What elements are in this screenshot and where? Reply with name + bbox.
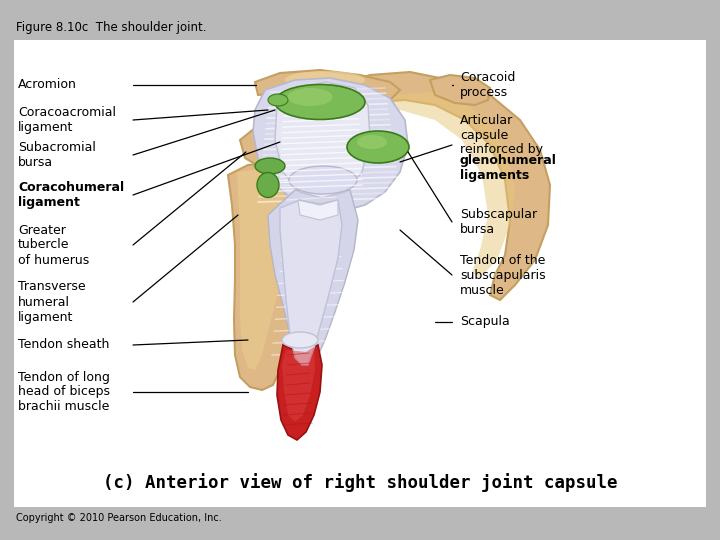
Polygon shape: [350, 92, 515, 278]
Text: Copyright © 2010 Pearson Education, Inc.: Copyright © 2010 Pearson Education, Inc.: [16, 514, 222, 523]
Polygon shape: [298, 200, 338, 220]
Polygon shape: [277, 345, 322, 440]
Text: Articular
capsule
reinforced by: Articular capsule reinforced by: [460, 113, 543, 157]
Text: glenohumeral
ligaments: glenohumeral ligaments: [460, 154, 557, 182]
Ellipse shape: [357, 135, 387, 149]
Text: Figure 8.10c  The shoulder joint.: Figure 8.10c The shoulder joint.: [16, 21, 207, 33]
Text: Coracoacromial
ligament: Coracoacromial ligament: [18, 106, 116, 134]
Polygon shape: [228, 163, 308, 390]
Ellipse shape: [255, 158, 285, 174]
Polygon shape: [275, 82, 370, 198]
Text: Coracoid
process: Coracoid process: [460, 71, 516, 99]
Ellipse shape: [289, 166, 357, 194]
Ellipse shape: [268, 94, 288, 106]
Text: Subacromial
bursa: Subacromial bursa: [18, 141, 96, 169]
Ellipse shape: [272, 95, 348, 175]
Polygon shape: [280, 200, 342, 365]
Text: Acromion: Acromion: [18, 78, 77, 91]
Bar: [14, 40, 706, 507]
Polygon shape: [237, 168, 290, 370]
Ellipse shape: [275, 84, 365, 119]
Text: Coracohumeral
ligament: Coracohumeral ligament: [18, 181, 124, 209]
Polygon shape: [255, 70, 400, 100]
Text: Tendon of long
head of biceps
brachii muscle: Tendon of long head of biceps brachii mu…: [18, 370, 110, 414]
Polygon shape: [253, 78, 408, 212]
Polygon shape: [240, 125, 292, 167]
Text: Subscapular
bursa: Subscapular bursa: [460, 208, 537, 236]
Ellipse shape: [287, 88, 333, 106]
Text: Scapula: Scapula: [460, 315, 510, 328]
Ellipse shape: [285, 71, 365, 89]
Ellipse shape: [282, 332, 318, 348]
Text: Transverse
humeral
ligament: Transverse humeral ligament: [18, 280, 86, 323]
Polygon shape: [340, 72, 550, 300]
Polygon shape: [282, 347, 315, 422]
Polygon shape: [430, 75, 490, 105]
Text: Greater
tubercle
of humerus: Greater tubercle of humerus: [18, 224, 89, 267]
Ellipse shape: [347, 131, 409, 163]
Text: Tendon sheath: Tendon sheath: [18, 339, 109, 352]
Text: (c) Anterior view of right shoulder joint capsule: (c) Anterior view of right shoulder join…: [103, 474, 617, 492]
Text: Tendon of the
subscapularis
muscle: Tendon of the subscapularis muscle: [460, 253, 546, 296]
Ellipse shape: [257, 172, 279, 198]
Polygon shape: [268, 190, 358, 362]
